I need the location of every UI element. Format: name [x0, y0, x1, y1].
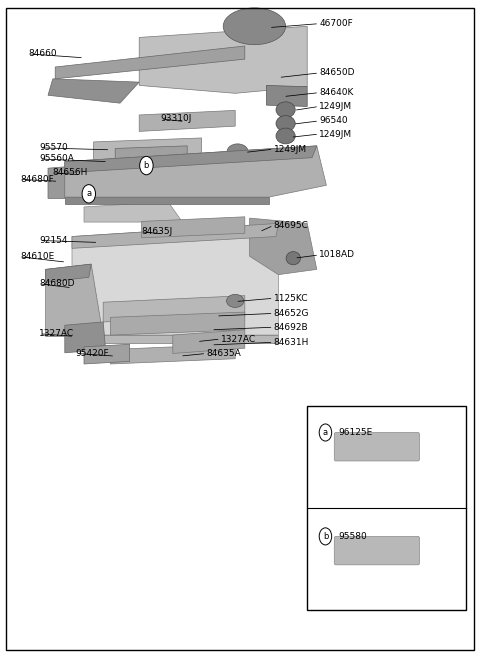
Text: a: a: [86, 189, 91, 198]
Polygon shape: [110, 312, 245, 335]
Polygon shape: [139, 110, 235, 131]
Text: 84660: 84660: [29, 49, 58, 58]
Text: 92154: 92154: [39, 236, 68, 245]
Text: 95580: 95580: [338, 532, 367, 541]
Polygon shape: [142, 217, 245, 238]
Bar: [307, 406, 466, 610]
Polygon shape: [46, 264, 91, 283]
Text: 84680D: 84680D: [39, 279, 75, 288]
Polygon shape: [65, 146, 326, 197]
Text: b: b: [323, 532, 328, 541]
Text: 96125E: 96125E: [338, 428, 372, 437]
Text: 95570: 95570: [39, 143, 68, 152]
Polygon shape: [72, 223, 278, 248]
Text: 95560A: 95560A: [39, 154, 74, 164]
Polygon shape: [84, 344, 130, 364]
Text: 84650D: 84650D: [319, 68, 355, 78]
Polygon shape: [55, 46, 245, 79]
Text: 1327AC: 1327AC: [39, 329, 74, 338]
Text: 1249JM: 1249JM: [319, 102, 352, 111]
FancyBboxPatch shape: [334, 432, 420, 461]
Text: 93310J: 93310J: [161, 114, 192, 124]
Polygon shape: [65, 146, 317, 173]
Text: 84610E: 84610E: [20, 252, 54, 261]
Circle shape: [140, 156, 153, 175]
Polygon shape: [48, 167, 65, 198]
Text: 84692B: 84692B: [274, 323, 308, 332]
Polygon shape: [173, 330, 245, 353]
Text: b: b: [144, 161, 149, 170]
Text: 1249JM: 1249JM: [274, 145, 307, 154]
Text: 1018AD: 1018AD: [319, 250, 355, 260]
Polygon shape: [65, 322, 106, 353]
Ellipse shape: [276, 116, 295, 131]
Circle shape: [319, 424, 332, 441]
Ellipse shape: [276, 102, 295, 118]
Circle shape: [319, 528, 332, 545]
Text: 1327AC: 1327AC: [221, 334, 256, 344]
Text: 84680F: 84680F: [20, 175, 54, 184]
Polygon shape: [48, 79, 139, 103]
Polygon shape: [46, 264, 103, 336]
Text: 95420F: 95420F: [76, 349, 109, 358]
FancyBboxPatch shape: [334, 536, 420, 565]
Text: 1249JM: 1249JM: [319, 129, 352, 139]
Text: 46700F: 46700F: [319, 19, 353, 28]
Polygon shape: [94, 138, 202, 162]
Polygon shape: [250, 218, 317, 275]
Polygon shape: [110, 344, 235, 364]
Ellipse shape: [223, 8, 286, 45]
Circle shape: [82, 185, 96, 203]
Ellipse shape: [227, 144, 248, 160]
Ellipse shape: [227, 294, 244, 307]
Text: 1125KC: 1125KC: [274, 294, 308, 303]
Ellipse shape: [286, 252, 300, 265]
Text: 84652G: 84652G: [274, 309, 309, 318]
Ellipse shape: [276, 128, 295, 144]
Text: a: a: [323, 428, 328, 437]
Polygon shape: [72, 335, 278, 343]
Polygon shape: [65, 197, 269, 204]
Text: 96540: 96540: [319, 116, 348, 125]
Text: 84631H: 84631H: [274, 338, 309, 347]
Text: 84656H: 84656H: [53, 168, 88, 177]
Polygon shape: [139, 26, 307, 93]
Text: 84635A: 84635A: [206, 349, 241, 358]
Polygon shape: [103, 296, 245, 322]
Text: 84640K: 84640K: [319, 88, 354, 97]
Text: 84635J: 84635J: [142, 227, 173, 237]
Polygon shape: [84, 202, 182, 222]
Polygon shape: [115, 146, 187, 159]
Text: 84695C: 84695C: [274, 221, 309, 230]
Polygon shape: [266, 85, 307, 106]
Polygon shape: [72, 223, 278, 335]
